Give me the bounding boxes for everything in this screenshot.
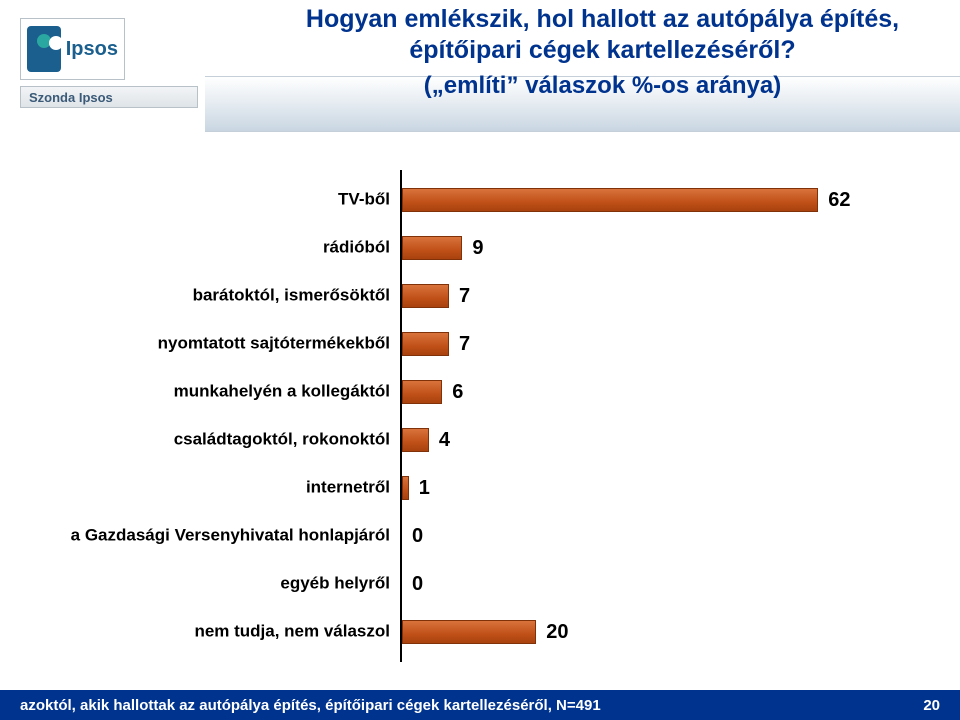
footer-note: azoktól, akik hallottak az autópálya épí… [20, 697, 601, 714]
bar-value: 4 [439, 429, 450, 452]
chart-row: a Gazdasági Versenyhivatal honlapjáról 0 [50, 512, 910, 560]
bar-value: 1 [419, 477, 430, 500]
category-label: a Gazdasági Versenyhivatal honlapjáról [50, 527, 390, 546]
chart-row: barátoktól, ismerősöktől 7 [50, 272, 910, 320]
category-label: nyomtatott sajtótermékekből [50, 335, 390, 354]
category-label: internetről [50, 479, 390, 498]
bar [402, 188, 818, 212]
footer-bar: azoktól, akik hallottak az autópálya épí… [0, 690, 960, 720]
logo-box: Ipsos [20, 18, 125, 80]
bar-value: 0 [412, 525, 423, 548]
chart-row: egyéb helyről 0 [50, 560, 910, 608]
subtitle: („említi” válaszok %-os aránya) [275, 71, 930, 101]
chart-row: családtagoktól, rokonoktól 4 [50, 416, 910, 464]
bar-wrap: 9 [402, 236, 484, 260]
bar [402, 284, 449, 308]
header: Ipsos Szonda Ipsos Hogyan emlékszik, hol… [0, 0, 960, 150]
category-label: egyéb helyről [50, 575, 390, 594]
logo-subbrand: Szonda Ipsos [20, 86, 198, 108]
category-label: rádióból [50, 239, 390, 258]
bar-value: 7 [459, 333, 470, 356]
bar-chart: TV-ből 62 rádióból 9 barátoktól, ismerősöktő… [50, 170, 910, 670]
bar-wrap: 6 [402, 380, 463, 404]
bar-wrap: 0 [402, 524, 423, 548]
chart-row: rádióból 9 [50, 224, 910, 272]
category-label: nem tudja, nem válaszol [50, 623, 390, 642]
logo-icon [27, 26, 61, 72]
bar-wrap: 4 [402, 428, 450, 452]
chart-row: internetről 1 [50, 464, 910, 512]
chart-row: nyomtatott sajtótermékekből 7 [50, 320, 910, 368]
bar-wrap: 7 [402, 284, 470, 308]
category-label: munkahelyén a kollegáktól [50, 383, 390, 402]
logo-block: Ipsos Szonda Ipsos [20, 18, 198, 108]
chart-row: nem tudja, nem válaszol 20 [50, 608, 910, 656]
title-line2: építőipari cégek kartellezéséről? [409, 36, 795, 64]
bar-value: 20 [546, 621, 568, 644]
bar-wrap: 20 [402, 620, 569, 644]
logo-brand: Ipsos [66, 38, 118, 61]
bar [402, 236, 462, 260]
chart-row: TV-ből 62 [50, 176, 910, 224]
title-line1: Hogyan emlékszik, hol hallott az autópál… [306, 5, 899, 33]
bar-value: 7 [459, 285, 470, 308]
bar-value: 6 [452, 381, 463, 404]
bar [402, 476, 409, 500]
page-number: 20 [923, 697, 940, 714]
bar [402, 332, 449, 356]
bar-value: 0 [412, 573, 423, 596]
category-label: TV-ből [50, 191, 390, 210]
category-label: barátoktól, ismerősöktől [50, 287, 390, 306]
bar-wrap: 62 [402, 188, 851, 212]
bar-wrap: 1 [402, 476, 430, 500]
bar [402, 380, 442, 404]
bar-wrap: 7 [402, 332, 470, 356]
title: Hogyan emlékszik, hol hallott az autópál… [275, 4, 930, 101]
bar-value: 62 [828, 189, 850, 212]
category-label: családtagoktól, rokonoktól [50, 431, 390, 450]
bar [402, 620, 536, 644]
bar-value: 9 [472, 237, 483, 260]
bar-wrap: 0 [402, 572, 423, 596]
chart-row: munkahelyén a kollegáktól 6 [50, 368, 910, 416]
bar [402, 428, 429, 452]
